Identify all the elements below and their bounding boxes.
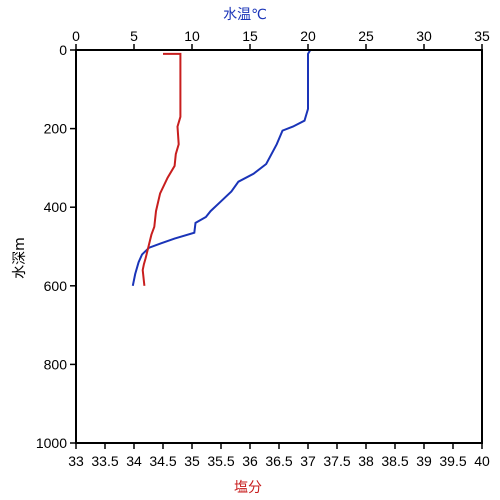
salinity-axis-ticks: 33 33.5 34 34.5 35 35.5 36 36.5 37 37.5 38 38.5 39 39… [68, 443, 490, 469]
temperature-tick-label: 10 [184, 28, 200, 44]
depth-tick-label: 1000 [36, 435, 67, 451]
salinity-tick-label: 33.5 [91, 453, 118, 469]
salinity-tick-label: 36 [242, 453, 258, 469]
temperature-tick-label: 5 [130, 28, 138, 44]
salinity-axis-title: 塩分 [234, 480, 262, 496]
depth-tick-label: 800 [44, 356, 68, 372]
salinity-tick-label: 37 [300, 453, 316, 469]
depth-tick-label: 400 [44, 199, 68, 215]
salinity-tick-label: 33 [68, 453, 84, 469]
salinity-profile-line [141, 52, 182, 286]
temperature-tick-label: 15 [242, 28, 258, 44]
salinity-tick-label: 39.5 [439, 453, 466, 469]
depth-tick-label: 600 [44, 278, 68, 294]
salinity-tick-label: 38.5 [381, 453, 408, 469]
temperature-axis-title: 水温℃ [223, 7, 267, 23]
salinity-tick-label: 35.5 [207, 453, 234, 469]
salinity-tick-label: 36.5 [265, 453, 292, 469]
salinity-tick-label: 38 [358, 453, 374, 469]
temperature-tick-label: 35 [474, 28, 490, 44]
temperature-tick-label: 30 [416, 28, 432, 44]
salinity-tick-label: 35 [184, 453, 200, 469]
depth-tick-label: 200 [44, 121, 68, 137]
temperature-tick-label: 20 [300, 28, 316, 44]
temperature-tick-label: 0 [72, 28, 80, 44]
temperature-axis-ticks: 0 5 10 15 20 25 30 35 [72, 28, 490, 50]
salinity-tick-label: 40 [474, 453, 490, 469]
salinity-tick-label: 39 [416, 453, 432, 469]
plot-lines [131, 49, 312, 286]
salinity-tick-label: 34.5 [149, 453, 176, 469]
salinity-tick-label: 34 [126, 453, 142, 469]
depth-tick-label: 0 [59, 42, 67, 58]
depth-axis-title: 水深m [12, 237, 28, 279]
depth-axis-ticks: 0 200 400 600 800 1000 [36, 42, 76, 451]
temperature-tick-label: 25 [358, 28, 374, 44]
salinity-tick-label: 37.5 [323, 453, 350, 469]
